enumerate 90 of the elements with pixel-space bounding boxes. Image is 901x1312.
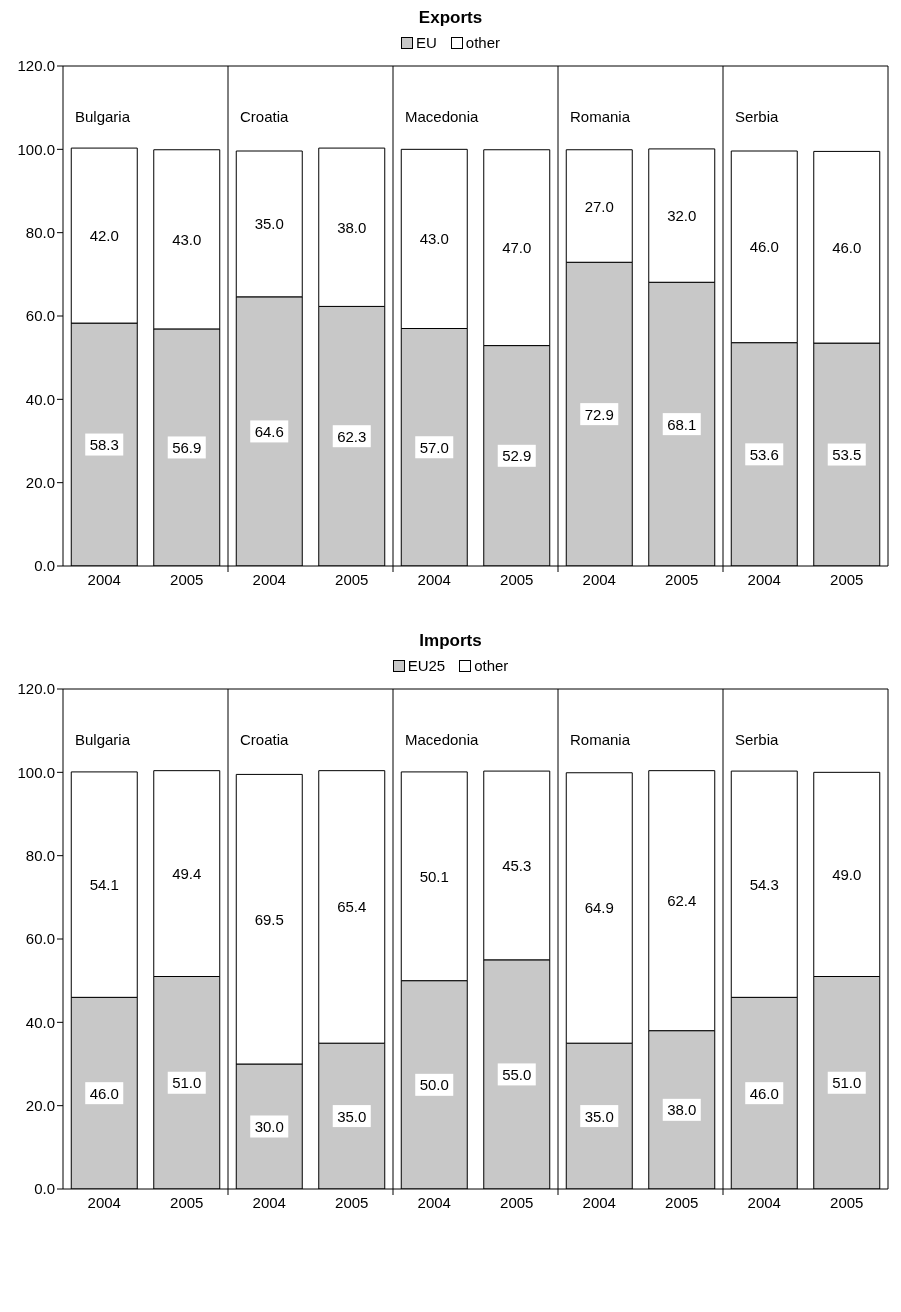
data-label: 43.0 bbox=[419, 230, 449, 248]
data-label: 50.0 bbox=[419, 1076, 449, 1094]
data-label: 65.4 bbox=[337, 898, 367, 916]
data-label: 69.5 bbox=[254, 910, 284, 928]
data-label: 35.0 bbox=[254, 215, 284, 233]
data-label: 49.0 bbox=[832, 865, 862, 883]
x-tick-label: 2004 bbox=[747, 570, 781, 588]
x-tick-label: 2005 bbox=[830, 570, 864, 588]
data-label: 52.9 bbox=[502, 447, 532, 465]
y-tick-label: 120.0 bbox=[17, 680, 55, 698]
data-label: 54.3 bbox=[749, 875, 779, 893]
data-label: 30.0 bbox=[254, 1118, 284, 1135]
data-label: 38.0 bbox=[667, 1101, 697, 1119]
x-tick-label: 2004 bbox=[747, 1193, 781, 1211]
data-label: 46.0 bbox=[832, 238, 862, 256]
chart-title: Exports bbox=[417, 8, 484, 28]
data-label: 43.0 bbox=[172, 230, 202, 248]
legend-label: EU25 bbox=[407, 657, 446, 674]
data-label: 45.3 bbox=[502, 856, 532, 874]
y-tick-label: 80.0 bbox=[25, 846, 55, 864]
annotation: Macedonia bbox=[405, 107, 480, 125]
annotation: Romania bbox=[570, 730, 631, 748]
chart-title: Imports bbox=[418, 631, 483, 651]
legend-label: EU bbox=[415, 34, 437, 51]
data-label: 53.5 bbox=[832, 446, 862, 464]
x-tick-label: 2004 bbox=[252, 570, 286, 588]
x-tick-label: 2005 bbox=[665, 570, 699, 588]
data-label: 72.9 bbox=[584, 405, 614, 423]
data-label: 68.1 bbox=[667, 415, 697, 433]
annotation: Serbia bbox=[735, 730, 780, 748]
data-label: 57.0 bbox=[419, 438, 449, 456]
data-label: 35.0 bbox=[337, 1107, 367, 1125]
x-tick-label: 2004 bbox=[87, 1193, 121, 1211]
annotation: Romania bbox=[570, 107, 631, 125]
annotation: Croatia bbox=[240, 107, 290, 125]
y-tick-label: 120.0 bbox=[17, 57, 55, 75]
data-label: 51.0 bbox=[832, 1074, 862, 1092]
data-label: 64.9 bbox=[584, 899, 614, 917]
annotation: Serbia bbox=[735, 107, 780, 125]
data-label: 46.0 bbox=[749, 238, 779, 256]
annotation: Croatia bbox=[240, 730, 290, 748]
data-label: 56.9 bbox=[172, 438, 202, 456]
data-label: 32.0 bbox=[667, 207, 697, 225]
x-tick-label: 2005 bbox=[170, 1193, 204, 1211]
annotation: Macedonia bbox=[405, 730, 480, 748]
data-label: 64.6 bbox=[254, 422, 284, 440]
x-tick-label: 2005 bbox=[335, 570, 369, 588]
y-tick-label: 20.0 bbox=[25, 1096, 55, 1114]
legend-label: other bbox=[465, 34, 501, 51]
x-tick-label: 2005 bbox=[170, 570, 204, 588]
x-tick-label: 2004 bbox=[252, 1193, 286, 1211]
annotation: Bulgaria bbox=[75, 107, 131, 125]
data-label: 62.3 bbox=[337, 427, 367, 445]
data-label: 55.0 bbox=[502, 1065, 532, 1083]
data-label: 58.3 bbox=[89, 436, 119, 454]
data-label: 46.0 bbox=[749, 1084, 779, 1102]
y-tick-label: 60.0 bbox=[25, 307, 55, 325]
data-label: 50.1 bbox=[419, 867, 449, 885]
data-label: 27.0 bbox=[584, 197, 614, 215]
x-tick-label: 2004 bbox=[417, 570, 451, 588]
data-label: 62.4 bbox=[667, 892, 697, 910]
x-tick-label: 2004 bbox=[582, 1193, 616, 1211]
data-label: 49.4 bbox=[172, 865, 202, 883]
y-tick-label: 20.0 bbox=[25, 473, 55, 491]
y-tick-label: 0.0 bbox=[34, 1180, 55, 1198]
annotation: Bulgaria bbox=[75, 730, 131, 748]
y-tick-label: 60.0 bbox=[25, 930, 55, 948]
data-label: 53.6 bbox=[749, 445, 779, 463]
y-tick-label: 100.0 bbox=[17, 140, 55, 158]
x-tick-label: 2005 bbox=[830, 1193, 864, 1211]
data-label: 47.0 bbox=[502, 239, 532, 257]
x-tick-label: 2005 bbox=[500, 570, 534, 588]
x-tick-label: 2005 bbox=[665, 1193, 699, 1211]
data-label: 51.0 bbox=[172, 1074, 202, 1092]
y-tick-label: 100.0 bbox=[17, 763, 55, 781]
y-tick-label: 80.0 bbox=[25, 223, 55, 241]
y-tick-label: 40.0 bbox=[25, 1013, 55, 1031]
x-tick-label: 2005 bbox=[500, 1193, 534, 1211]
data-label: 38.0 bbox=[337, 218, 367, 236]
x-tick-label: 2005 bbox=[335, 1193, 369, 1211]
data-label: 54.1 bbox=[89, 876, 119, 894]
data-label: 35.0 bbox=[584, 1107, 614, 1125]
legend-label: other bbox=[474, 657, 509, 674]
data-label: 46.0 bbox=[89, 1084, 119, 1102]
y-tick-label: 40.0 bbox=[25, 390, 55, 408]
y-tick-label: 0.0 bbox=[34, 557, 55, 575]
x-tick-label: 2004 bbox=[582, 570, 616, 588]
data-label: 42.0 bbox=[89, 227, 119, 245]
x-tick-label: 2004 bbox=[417, 1193, 451, 1211]
x-tick-label: 2004 bbox=[87, 570, 121, 588]
